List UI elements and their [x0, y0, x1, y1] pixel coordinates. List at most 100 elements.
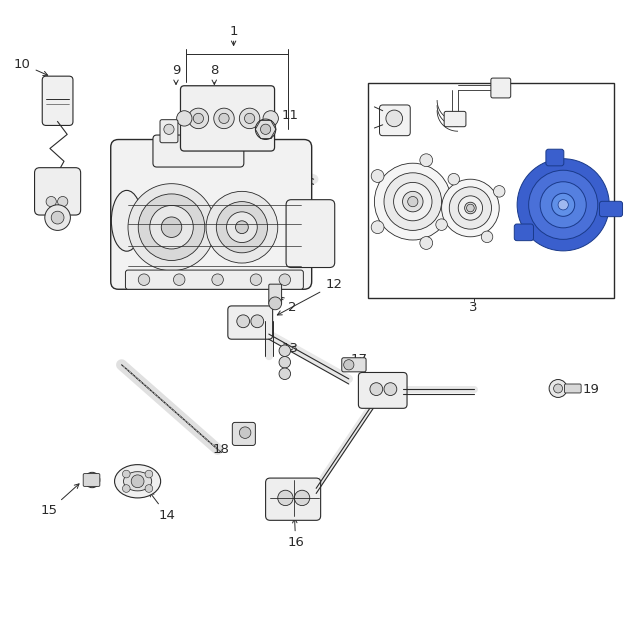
Text: 16: 16 — [287, 518, 304, 549]
Circle shape — [212, 274, 223, 285]
FancyBboxPatch shape — [125, 270, 303, 289]
Circle shape — [255, 119, 276, 140]
Circle shape — [173, 274, 185, 285]
Circle shape — [394, 182, 432, 221]
Circle shape — [193, 113, 204, 124]
Circle shape — [279, 274, 291, 285]
Circle shape — [188, 108, 209, 129]
Text: 12: 12 — [277, 278, 342, 315]
Circle shape — [294, 490, 310, 506]
Circle shape — [549, 380, 567, 397]
Ellipse shape — [124, 472, 152, 491]
Circle shape — [239, 108, 260, 129]
Circle shape — [161, 217, 182, 237]
Circle shape — [344, 360, 354, 370]
Circle shape — [237, 315, 250, 328]
FancyBboxPatch shape — [286, 200, 335, 268]
Circle shape — [279, 345, 291, 356]
FancyBboxPatch shape — [153, 135, 244, 167]
Circle shape — [164, 124, 174, 134]
Circle shape — [467, 204, 474, 212]
FancyBboxPatch shape — [546, 149, 564, 166]
FancyBboxPatch shape — [444, 111, 466, 127]
Circle shape — [216, 202, 268, 253]
Circle shape — [384, 383, 397, 396]
Circle shape — [374, 163, 451, 240]
Circle shape — [46, 196, 56, 207]
Text: 8: 8 — [210, 64, 218, 84]
Circle shape — [436, 219, 447, 230]
Circle shape — [278, 490, 293, 506]
Text: 18: 18 — [212, 436, 240, 456]
Circle shape — [517, 159, 609, 251]
FancyBboxPatch shape — [269, 284, 282, 305]
FancyBboxPatch shape — [35, 168, 81, 215]
FancyBboxPatch shape — [600, 202, 623, 217]
FancyBboxPatch shape — [380, 105, 410, 136]
Circle shape — [150, 205, 193, 249]
Circle shape — [458, 196, 483, 220]
Circle shape — [279, 368, 291, 380]
Circle shape — [384, 173, 442, 230]
FancyBboxPatch shape — [491, 78, 511, 98]
Circle shape — [177, 111, 192, 126]
Text: 11: 11 — [271, 109, 299, 125]
Bar — [368, 83, 614, 298]
Circle shape — [51, 211, 64, 224]
FancyBboxPatch shape — [111, 140, 312, 289]
Circle shape — [493, 186, 505, 197]
FancyBboxPatch shape — [342, 358, 366, 372]
Circle shape — [131, 475, 144, 488]
Text: 2: 2 — [280, 297, 296, 314]
Text: 6: 6 — [385, 214, 401, 230]
Circle shape — [403, 191, 423, 212]
Text: 15: 15 — [40, 484, 79, 517]
FancyBboxPatch shape — [42, 76, 73, 125]
Circle shape — [214, 108, 234, 129]
Circle shape — [138, 194, 205, 260]
Text: 4: 4 — [449, 214, 467, 230]
Circle shape — [250, 274, 262, 285]
Text: 19: 19 — [575, 383, 599, 396]
Circle shape — [45, 205, 70, 230]
Circle shape — [58, 196, 68, 207]
Circle shape — [227, 212, 257, 243]
FancyBboxPatch shape — [160, 120, 178, 143]
Circle shape — [371, 170, 384, 182]
Circle shape — [260, 124, 271, 134]
Circle shape — [449, 187, 492, 229]
Circle shape — [481, 231, 493, 243]
Circle shape — [251, 315, 264, 328]
FancyBboxPatch shape — [358, 372, 407, 408]
Circle shape — [219, 113, 229, 124]
Circle shape — [420, 154, 433, 166]
FancyBboxPatch shape — [228, 306, 273, 339]
FancyBboxPatch shape — [564, 384, 581, 393]
Circle shape — [442, 179, 499, 237]
Text: 3: 3 — [469, 301, 478, 314]
Circle shape — [465, 202, 476, 214]
Circle shape — [448, 173, 460, 185]
Circle shape — [386, 110, 403, 127]
Text: 14: 14 — [150, 492, 175, 522]
Circle shape — [122, 484, 130, 492]
Circle shape — [239, 427, 251, 438]
Circle shape — [128, 184, 215, 271]
Text: 13: 13 — [282, 342, 299, 355]
Circle shape — [554, 384, 563, 393]
Circle shape — [269, 297, 282, 310]
FancyBboxPatch shape — [180, 86, 275, 151]
Circle shape — [244, 113, 255, 124]
Circle shape — [552, 193, 575, 216]
Circle shape — [236, 221, 248, 234]
Circle shape — [420, 237, 433, 250]
Circle shape — [84, 472, 100, 488]
Text: 1: 1 — [229, 25, 238, 38]
Text: 9: 9 — [172, 64, 180, 84]
Circle shape — [450, 195, 463, 208]
Circle shape — [145, 484, 153, 492]
Circle shape — [408, 196, 418, 207]
FancyBboxPatch shape — [266, 478, 321, 520]
FancyBboxPatch shape — [232, 422, 255, 445]
Ellipse shape — [111, 191, 142, 252]
